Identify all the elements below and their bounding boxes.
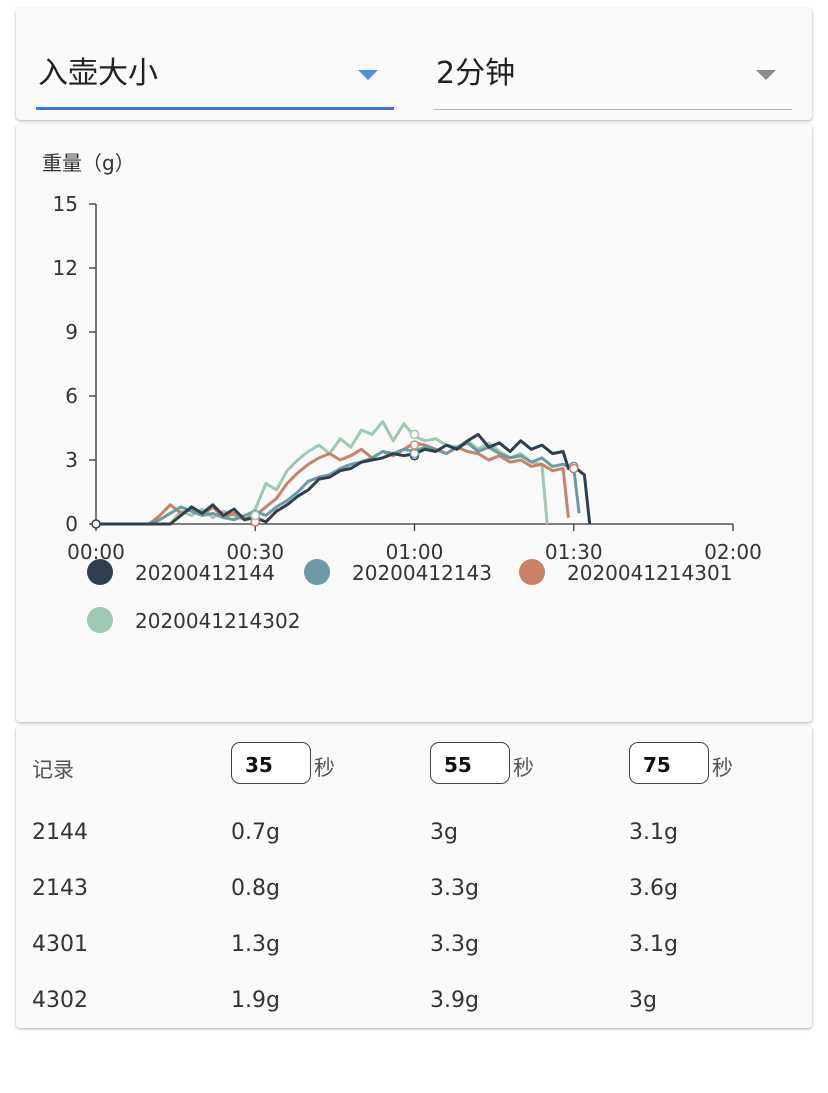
y-tick-label: 9 (65, 320, 78, 344)
data-point-marker (250, 510, 260, 521)
y-tick-label: 3 (65, 448, 78, 472)
metric-select[interactable]: 入壶大小 (36, 42, 394, 110)
y-tick-label: 12 (53, 256, 78, 280)
y-tick-label: 0 (65, 512, 78, 536)
data-point-marker (569, 463, 579, 474)
chart-card: 重量（g） 0 3 6 9 12 15 00:00 00:30 01:00 01:30 02:00 … (16, 124, 812, 722)
caret-down-icon (358, 70, 378, 80)
series-line-2020041214301 (96, 441, 570, 526)
record-header: 记录 (32, 758, 74, 782)
y-tick-label: 15 (53, 192, 78, 216)
time-input-3[interactable] (629, 742, 709, 784)
seconds-unit-3: 秒 (712, 756, 733, 780)
data-point-marker (409, 429, 420, 440)
duration-select-value: 2分钟 (436, 56, 516, 91)
weight-at-t2: 3.9g (430, 988, 479, 1013)
y-axis-label: 重量（g） (42, 151, 135, 175)
time-input-2[interactable] (430, 742, 510, 784)
weight-at-t3: 3g (629, 988, 657, 1013)
seconds-unit-1: 秒 (314, 756, 335, 780)
y-tick-label: 6 (65, 384, 78, 408)
metric-select-value: 入壶大小 (38, 56, 158, 91)
seconds-unit-2: 秒 (513, 756, 534, 780)
weight-at-t3: 3.1g (629, 820, 678, 845)
weight-at-t1: 1.9g (231, 988, 280, 1013)
comparison-table: 记录 秒 秒 秒 2144 0.7g 3g 3.1g 2143 0.8g 3.3… (16, 726, 812, 1028)
record-id: 4302 (32, 988, 88, 1013)
weight-at-t2: 3g (430, 820, 458, 845)
record-id: 4301 (32, 932, 88, 957)
x-tick-label: 02:00 (704, 540, 762, 564)
legend-swatch (519, 559, 545, 585)
metric-select-underline (36, 107, 394, 110)
legend-swatch (304, 559, 330, 585)
legend-label: 2020041214301 (567, 561, 732, 585)
weight-at-t1: 1.3g (231, 932, 280, 957)
x-tick-label: 01:30 (545, 540, 603, 564)
record-id: 2143 (32, 876, 88, 901)
weight-at-t1: 0.7g (231, 820, 280, 845)
time-input-1[interactable] (231, 742, 311, 784)
legend-label: 20200412143 (352, 561, 492, 585)
weight-at-t2: 3.3g (430, 932, 479, 957)
weight-at-t2: 3.3g (430, 876, 479, 901)
data-point-marker (409, 440, 420, 450)
weight-at-t3: 3.6g (629, 876, 678, 901)
series-line-20200412143 (96, 441, 581, 526)
legend-label: 20200412144 (135, 561, 275, 585)
legend-swatch (87, 559, 113, 585)
record-id: 2144 (32, 820, 88, 845)
legend-swatch (87, 607, 113, 633)
duration-select[interactable]: 2分钟 (434, 42, 792, 110)
weight-at-t1: 0.8g (231, 876, 280, 901)
data-point-marker (409, 448, 420, 459)
weight-at-t3: 3.1g (629, 932, 678, 957)
caret-down-icon (756, 70, 776, 80)
legend-label: 2020041214302 (135, 609, 300, 633)
data-point-marker (91, 519, 101, 529)
selector-card: 入壶大小 2分钟 (16, 8, 812, 120)
series-line-20200412144 (96, 432, 592, 526)
duration-select-underline (434, 108, 792, 110)
x-tick-label: 01:00 (386, 540, 444, 564)
x-tick-label: 00:30 (226, 540, 284, 564)
